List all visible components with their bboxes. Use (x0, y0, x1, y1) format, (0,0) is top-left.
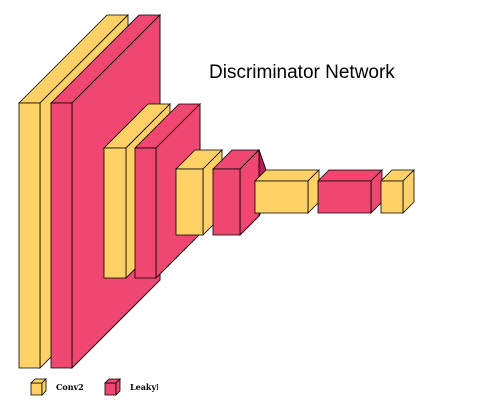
diagram-title: Discriminator Network (209, 62, 395, 83)
layer-front-face (254, 180, 309, 214)
conv-layer-icon (30, 378, 47, 396)
legend-label-conv: Conv2 (56, 382, 84, 392)
layer-block-conv (380, 169, 415, 214)
layer-blocks (18, 14, 415, 369)
layer-block-conv (254, 169, 320, 214)
layer-block-leaky (317, 169, 383, 214)
legend-label-leakyrelu: LeakyRel (130, 382, 158, 392)
layer-front-face (380, 180, 404, 214)
layer-front-face (18, 102, 41, 369)
layer-front-face (175, 168, 204, 236)
layer-front-face (103, 147, 127, 279)
layer-front-face (317, 180, 372, 214)
layer-front-face (50, 102, 73, 369)
leakyrelu-layer-icon (104, 378, 121, 396)
layer-front-face (134, 147, 157, 279)
layer-front-face (212, 168, 241, 236)
layer-block-leaky (212, 149, 260, 236)
